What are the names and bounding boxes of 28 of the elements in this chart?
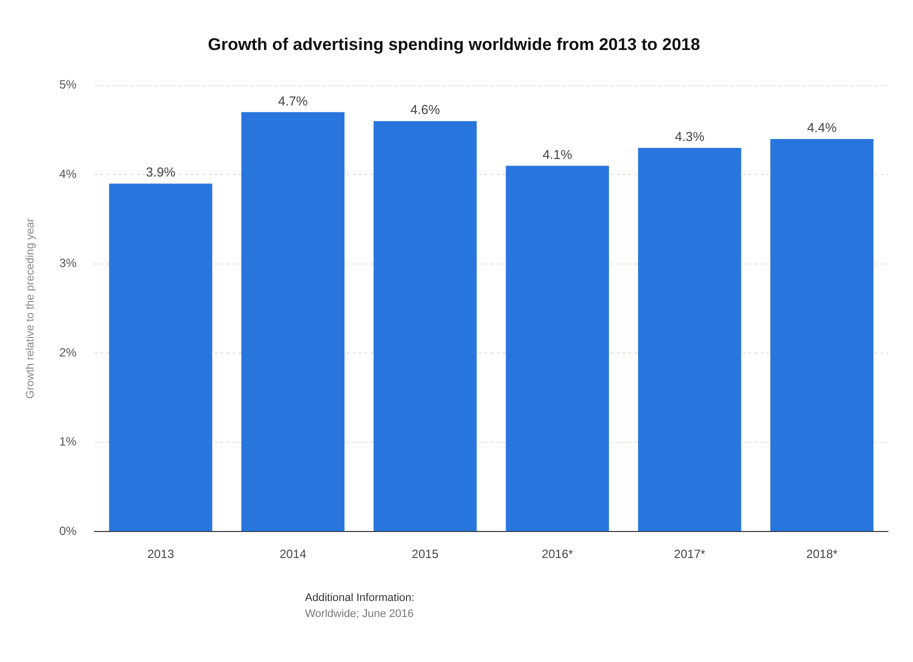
bar <box>374 121 477 532</box>
x-tick-label: 2015 <box>412 547 439 562</box>
data-label: 4.3% <box>674 128 705 144</box>
data-label: 3.9% <box>146 164 176 180</box>
bar <box>241 112 344 532</box>
bar <box>638 148 742 532</box>
x-tick-label: 2014 <box>280 547 307 562</box>
x-tick-label: 2013 <box>147 547 174 562</box>
data-label: 4.6% <box>410 102 440 118</box>
bar <box>506 166 609 532</box>
text: Additional Information: <box>305 591 414 606</box>
y-tick-label: 0% <box>59 524 77 538</box>
data-label: 4.1% <box>542 146 573 162</box>
y-tick-label: 3% <box>59 256 77 270</box>
data-label: 4.4% <box>807 120 838 136</box>
y-tick-label: 5% <box>59 78 77 92</box>
y-tick-label: 4% <box>59 166 77 181</box>
text: Worldwide; June 2016 <box>305 607 414 622</box>
chart-title: Growth of advertising spending worldwide from 2013 to 2018 <box>208 34 700 54</box>
x-tick-label: 2018* <box>806 547 838 562</box>
x-tick-label: 2017* <box>674 547 706 562</box>
y-tick-label: 1% <box>59 434 77 449</box>
y-tick-label: 2% <box>59 345 77 360</box>
bar <box>770 138 874 532</box>
bar <box>109 184 212 532</box>
data-label: 4.7% <box>278 93 308 108</box>
x-tick-label: 2016* <box>542 547 574 562</box>
y-axis-title: Growth relative to the preceding year <box>24 218 37 399</box>
